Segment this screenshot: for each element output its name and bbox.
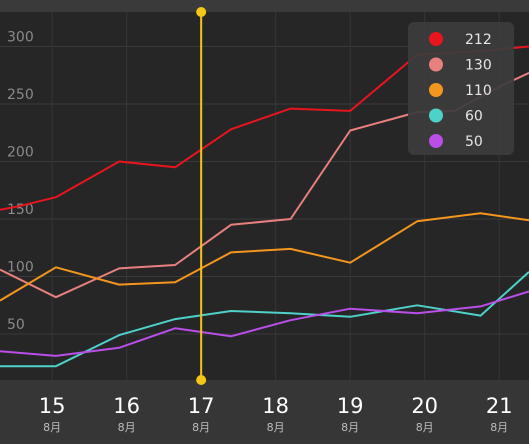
legend-label: 50: [465, 134, 483, 150]
legend-label: 60: [465, 109, 483, 125]
legend-box: [408, 22, 514, 155]
legend-marker-60: [429, 108, 443, 123]
series-line-50: [0, 290, 529, 357]
y-tick-label: 100: [7, 260, 34, 276]
legend-label: 110: [465, 83, 492, 99]
y-tick-label: 150: [7, 202, 34, 218]
x-tick-day: 21: [486, 394, 513, 418]
x-tick-month: 8月: [490, 421, 508, 434]
legend-marker-130: [429, 57, 443, 72]
x-tick-month: 8月: [267, 421, 285, 434]
x-tick-day: 16: [113, 394, 140, 418]
legend-label: 130: [465, 58, 492, 74]
x-tick-month: 8月: [192, 421, 210, 434]
x-tick-month: 8月: [43, 421, 61, 434]
x-tick-day: 17: [188, 394, 215, 418]
x-tick-month: 8月: [341, 421, 359, 434]
x-tick-day: 19: [337, 394, 364, 418]
y-tick-label: 50: [7, 317, 25, 333]
legend-marker-110: [429, 83, 443, 97]
y-tick-label: 200: [7, 145, 34, 161]
y-tick-label: 250: [7, 87, 34, 103]
legend-marker-212: [429, 32, 443, 46]
x-tick-month: 8月: [118, 421, 136, 434]
cursor-handle-bottom[interactable]: [196, 375, 207, 385]
series-line-110: [0, 212, 529, 302]
x-tick-month: 8月: [416, 421, 434, 434]
cursor-handle-top[interactable]: [196, 7, 207, 17]
legend-label: 212: [465, 32, 492, 48]
legend-marker-50: [429, 134, 443, 148]
y-tick-label: 300: [7, 30, 34, 46]
x-tick-day: 18: [262, 394, 289, 418]
x-axis-band: [0, 380, 529, 444]
x-tick-day: 20: [411, 394, 438, 418]
x-tick-day: 15: [39, 394, 66, 418]
top-bar: [0, 0, 529, 12]
